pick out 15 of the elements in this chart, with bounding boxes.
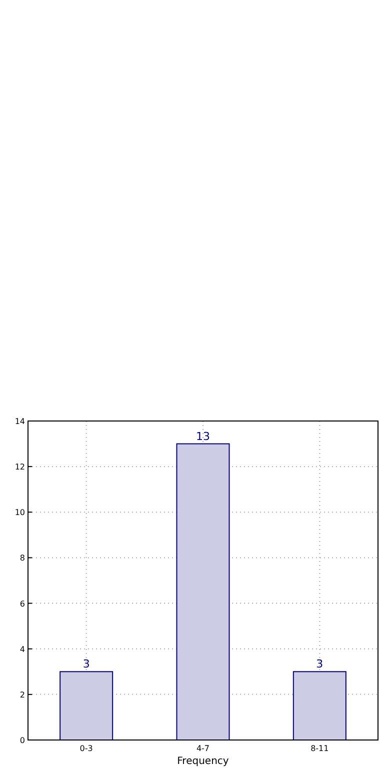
data-label: 13	[196, 430, 210, 443]
y-tick-label: 2	[20, 690, 25, 700]
y-tick-label: 4	[20, 644, 25, 654]
y-tick-label: 14	[14, 417, 25, 426]
data-label: 3	[316, 658, 324, 671]
y-tick-label: 10	[14, 508, 25, 518]
y-tick-label: 6	[20, 599, 25, 608]
x-tick-label: 0-3	[80, 744, 93, 753]
y-tick-label: 12	[14, 462, 25, 472]
x-axis-title: Frequency	[177, 756, 229, 767]
x-tick-label: 4-7	[196, 744, 210, 753]
data-label: 3	[82, 658, 90, 671]
y-tick-label: 8	[20, 554, 25, 563]
x-tick-label: 8-11	[310, 744, 329, 753]
y-tick-label: 0	[20, 736, 25, 745]
